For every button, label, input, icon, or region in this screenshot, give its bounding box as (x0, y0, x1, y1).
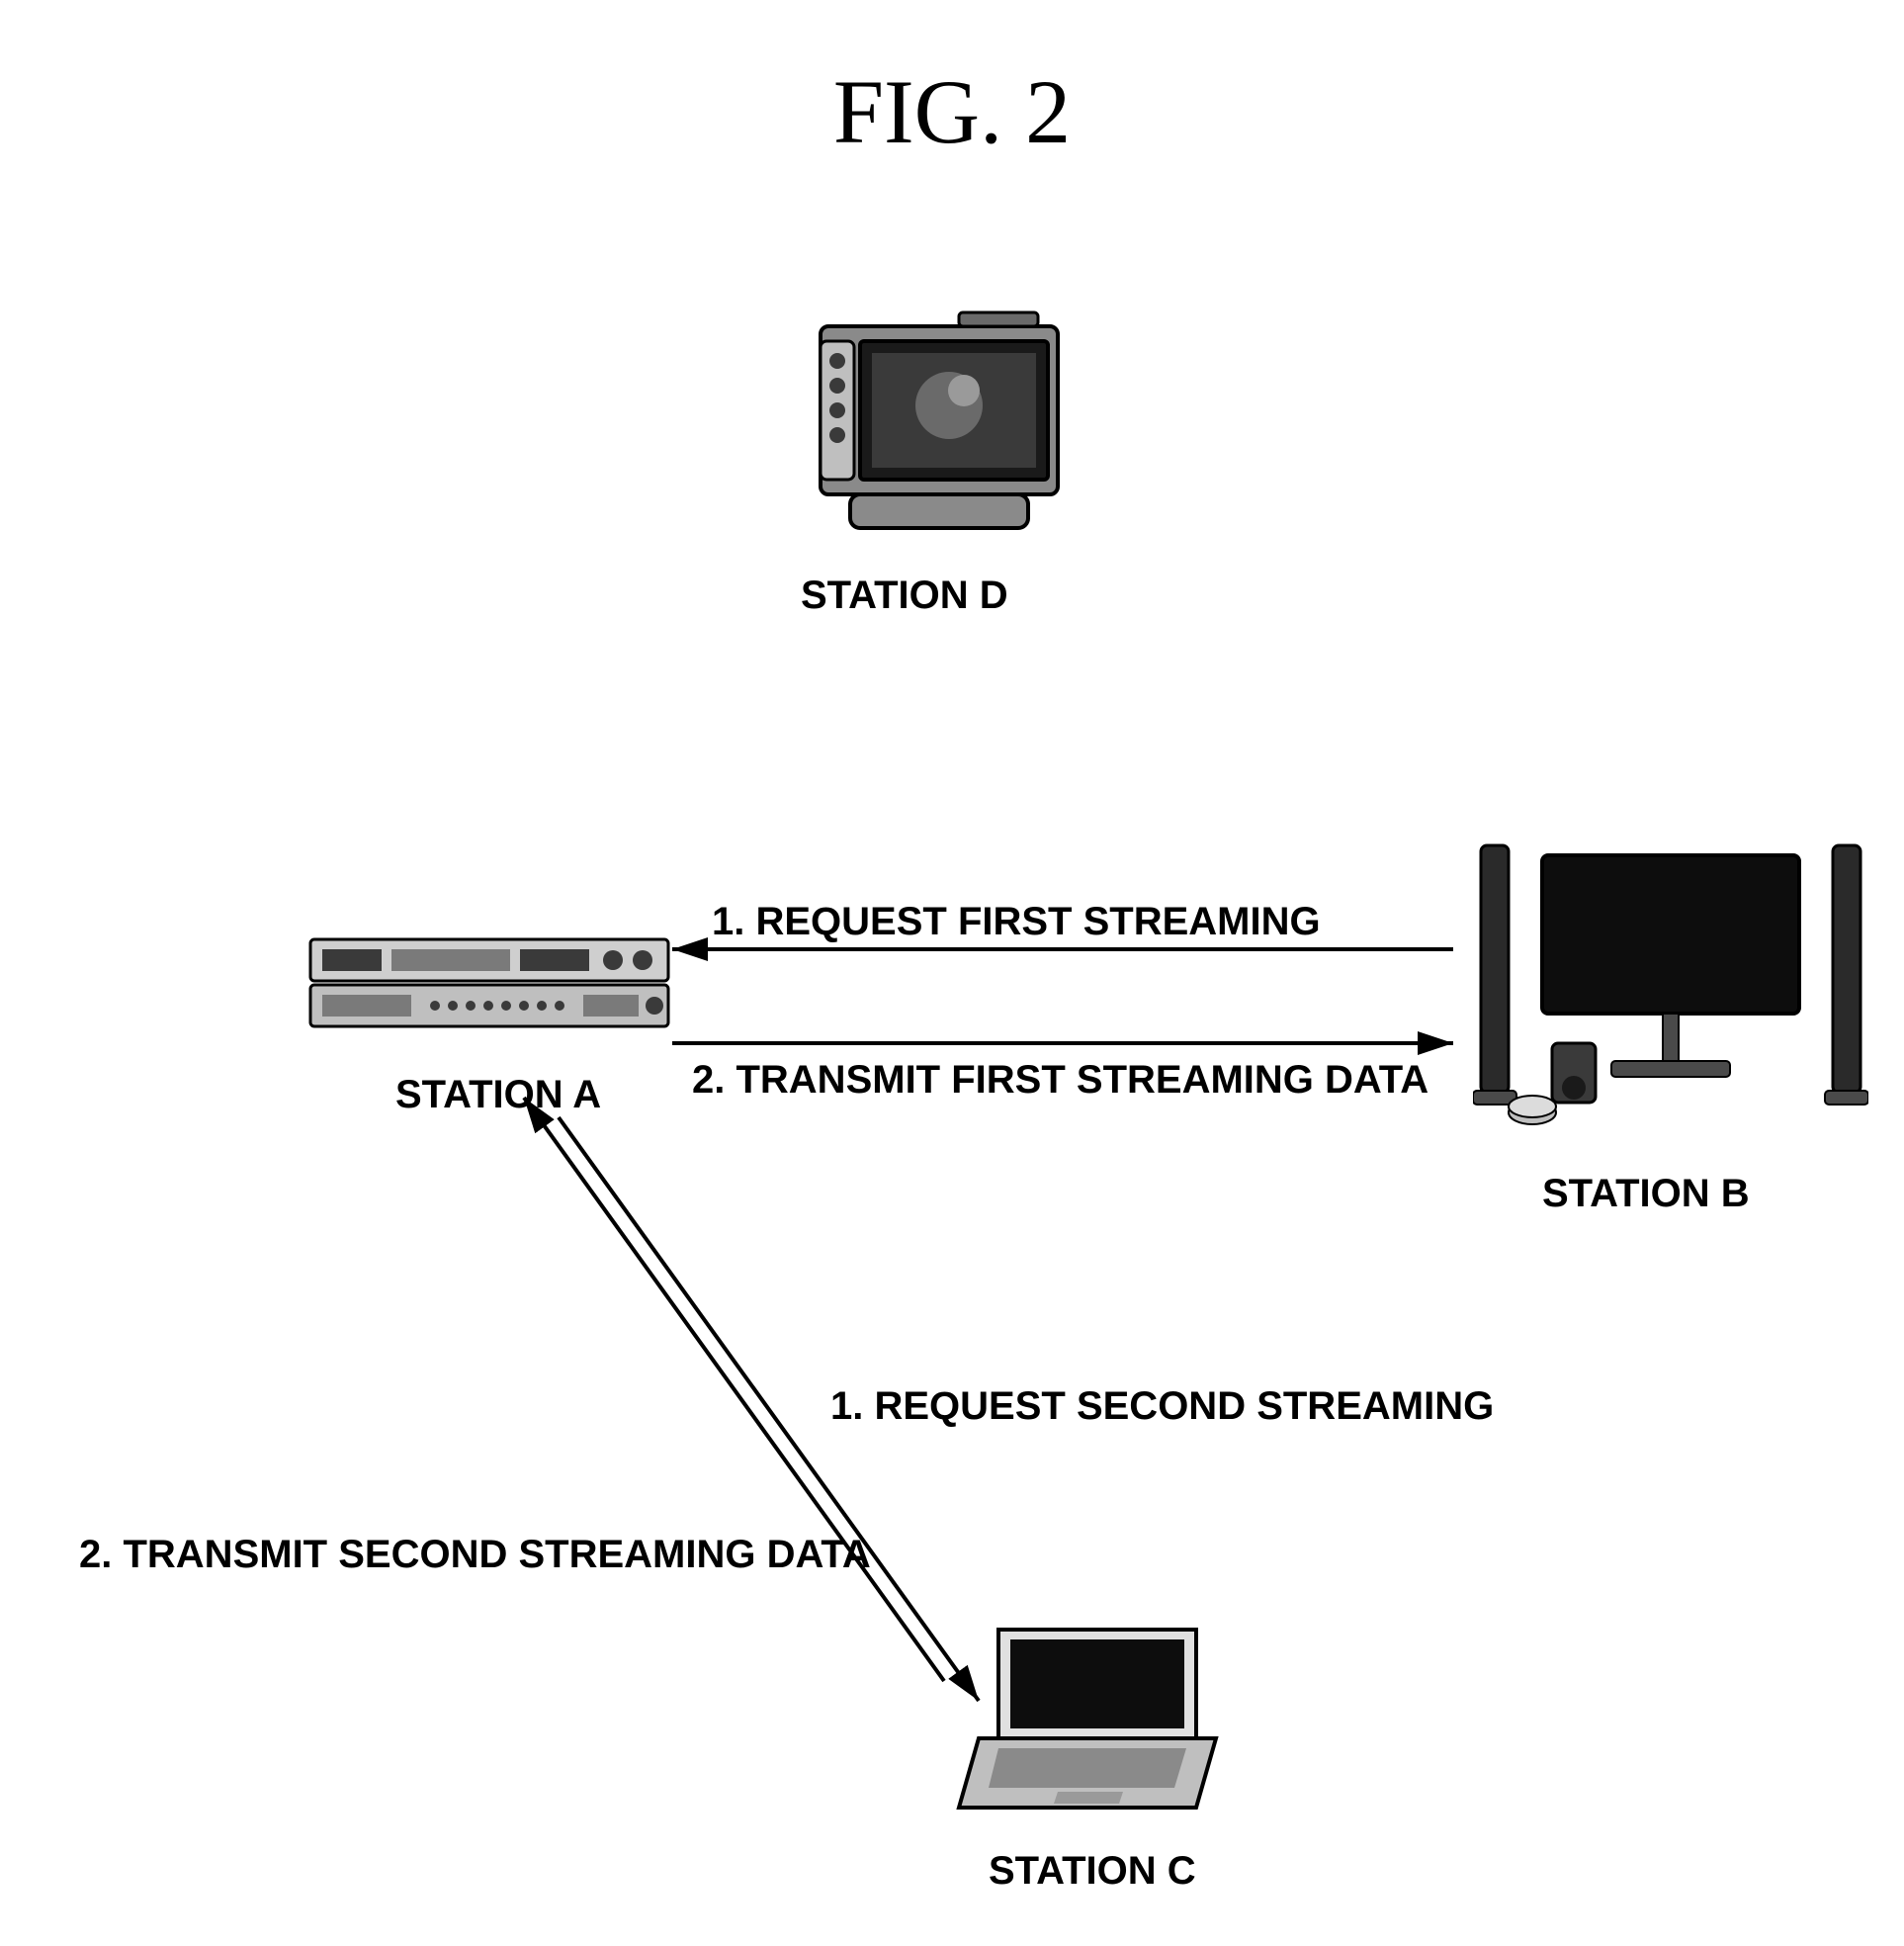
station-a-label: STATION A (395, 1073, 601, 1117)
station-d-label: STATION D (801, 574, 1008, 618)
station-b-label: STATION B (1542, 1172, 1750, 1216)
label-request-first: 1. REQUEST FIRST STREAMING (712, 900, 1321, 944)
station-c-label: STATION C (989, 1849, 1196, 1894)
label-request-second: 1. REQUEST SECOND STREAMING (830, 1384, 1494, 1429)
figure-canvas: FIG. 2 (0, 0, 1904, 1946)
label-transmit-second: 2. TRANSMIT SECOND STREAMING DATA (79, 1533, 871, 1577)
label-transmit-first: 2. TRANSMIT FIRST STREAMING DATA (692, 1058, 1428, 1103)
arrows-layer (0, 0, 1904, 1946)
